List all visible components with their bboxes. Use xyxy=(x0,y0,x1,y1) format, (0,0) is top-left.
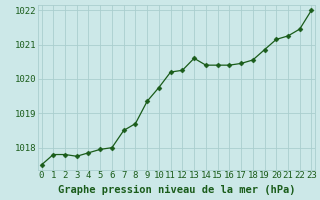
X-axis label: Graphe pression niveau de la mer (hPa): Graphe pression niveau de la mer (hPa) xyxy=(58,185,295,195)
